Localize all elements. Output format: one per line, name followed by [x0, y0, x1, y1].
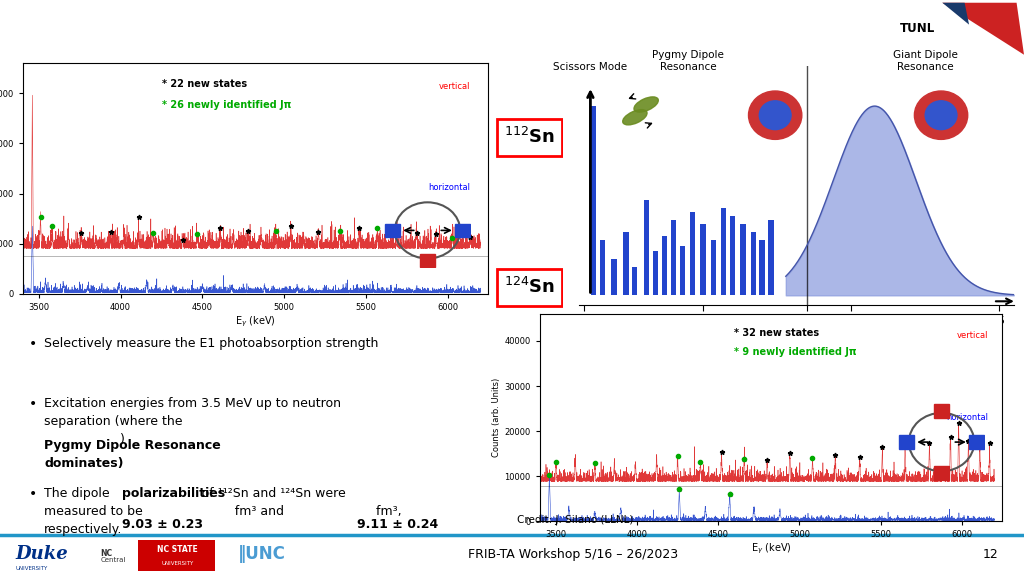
Bar: [671, 219, 676, 295]
Text: ‖UNC: ‖UNC: [238, 545, 286, 563]
FancyBboxPatch shape: [138, 540, 215, 571]
Text: 9.03 ± 0.23: 9.03 ± 0.23: [122, 518, 203, 532]
Text: * 22 new states: * 22 new states: [162, 79, 248, 89]
Polygon shape: [942, 3, 1024, 55]
Text: Pygmy Dipole Resonance: Pygmy Dipole Resonance: [44, 439, 221, 452]
Text: UNIVERSITY: UNIVERSITY: [15, 566, 47, 571]
Text: •: •: [29, 397, 37, 411]
Circle shape: [760, 101, 791, 130]
Circle shape: [914, 91, 968, 139]
Text: UNIVERSITY: UNIVERSITY: [161, 561, 194, 566]
Text: * 32 new states: * 32 new states: [734, 328, 819, 339]
FancyBboxPatch shape: [497, 269, 562, 306]
Text: horizontal: horizontal: [946, 414, 988, 422]
Text: NC STATE: NC STATE: [157, 544, 198, 554]
Text: Scissors Mode: Scissors Mode: [553, 62, 628, 72]
Bar: [653, 252, 658, 295]
X-axis label: E$_\gamma$ (keV): E$_\gamma$ (keV): [236, 314, 275, 329]
Text: ($\gamma$,$\gamma$\'): ($\gamma$,$\gamma$\'): [627, 327, 660, 341]
Text: FRIB-TA Workshop 5/16 – 26/2023: FRIB-TA Workshop 5/16 – 26/2023: [468, 548, 679, 561]
Y-axis label: Counts (arb. Units): Counts (arb. Units): [493, 378, 502, 457]
X-axis label: E$_\gamma$ (keV): E$_\gamma$ (keV): [751, 542, 792, 556]
Text: 9.11 ± 0.24: 9.11 ± 0.24: [357, 518, 438, 532]
Text: Duke: Duke: [15, 545, 69, 563]
FancyBboxPatch shape: [497, 119, 562, 156]
Bar: [690, 211, 695, 295]
Text: ($\gamma$,xn): ($\gamma$,xn): [879, 327, 912, 341]
Bar: [662, 236, 667, 295]
Bar: [730, 215, 735, 295]
Ellipse shape: [634, 97, 658, 112]
Text: vertical: vertical: [957, 331, 988, 339]
Text: 12: 12: [983, 548, 998, 561]
Text: Central: Central: [100, 557, 126, 563]
Bar: [420, 254, 435, 267]
Text: Credit: J. Silano (LLNL): Credit: J. Silano (LLNL): [517, 516, 634, 525]
Text: dominates): dominates): [44, 457, 124, 470]
Bar: [385, 224, 400, 237]
Bar: [624, 232, 629, 295]
Bar: [740, 223, 745, 295]
Text: Dipole Response of Nuclei: : Neutron Skin in Sn Isotopes: Dipole Response of Nuclei: : Neutron Ski…: [18, 17, 573, 36]
Bar: [721, 208, 726, 295]
Bar: [644, 200, 649, 295]
Text: polarizabilities: polarizabilities: [122, 487, 225, 500]
Circle shape: [749, 91, 802, 139]
Text: Giant Dipole
Resonance: Giant Dipole Resonance: [893, 50, 957, 72]
Bar: [632, 267, 638, 295]
Text: •: •: [29, 337, 37, 351]
Polygon shape: [928, 3, 1024, 55]
Bar: [751, 232, 756, 295]
Bar: [768, 219, 774, 295]
Text: $^{112}$Sn: $^{112}$Sn: [504, 127, 555, 147]
Circle shape: [926, 101, 956, 130]
Polygon shape: [942, 3, 969, 25]
Bar: [680, 245, 685, 295]
Text: NC: NC: [100, 549, 113, 558]
Bar: [899, 435, 914, 449]
Text: The dipole                       of ¹¹²Sn and ¹²⁴Sn were
measured to be         : The dipole of ¹¹²Sn and ¹²⁴Sn were measu…: [44, 487, 401, 536]
Text: * 9 newly identified Jπ: * 9 newly identified Jπ: [734, 347, 857, 357]
Text: Selectively measure the E1 photoabsorption strength: Selectively measure the E1 photoabsorpti…: [44, 337, 379, 350]
Bar: [934, 404, 949, 418]
Bar: [455, 224, 470, 237]
Bar: [969, 435, 984, 449]
Bar: [611, 259, 616, 295]
Text: Excitation energies from 3.5 MeV up to neutron
separation (where the            : Excitation energies from 3.5 MeV up to n…: [44, 397, 341, 446]
Text: * 26 newly identified Jπ: * 26 newly identified Jπ: [162, 100, 292, 110]
Text: TUNL: TUNL: [899, 22, 935, 35]
Text: $^{124}$Sn: $^{124}$Sn: [504, 276, 555, 297]
Bar: [934, 467, 949, 480]
Bar: [711, 240, 716, 295]
Bar: [600, 240, 605, 295]
Bar: [591, 106, 596, 295]
Text: E (MeV): E (MeV): [746, 327, 790, 337]
Text: vertical: vertical: [438, 82, 470, 91]
Text: Pygmy Dipole
Resonance: Pygmy Dipole Resonance: [652, 50, 724, 72]
Ellipse shape: [623, 109, 647, 125]
Text: •: •: [29, 487, 37, 501]
Bar: [700, 223, 706, 295]
Text: horizontal: horizontal: [428, 183, 470, 192]
Bar: [760, 240, 765, 295]
